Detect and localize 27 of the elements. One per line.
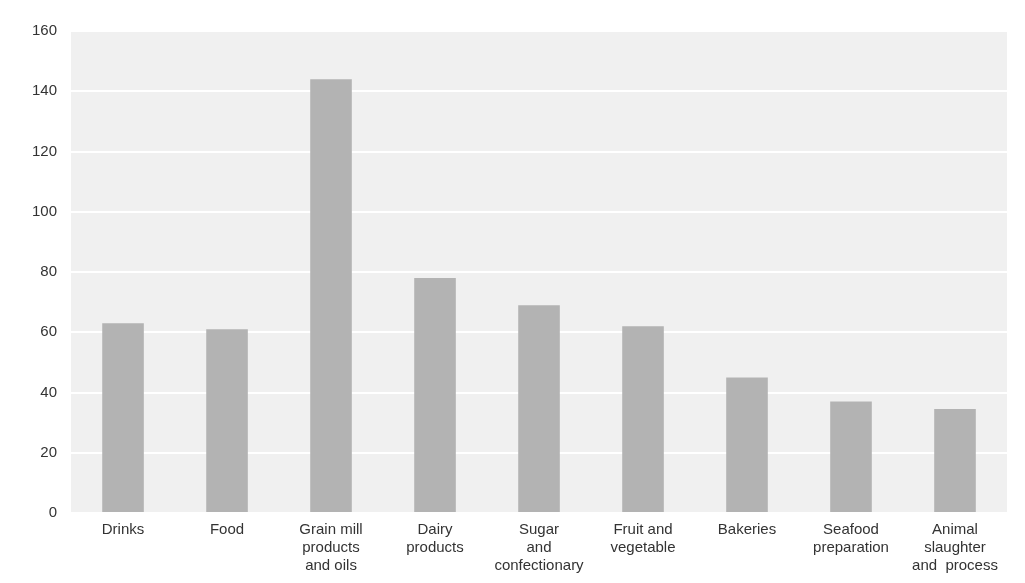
x-tick-label: Seafood preparation — [813, 520, 889, 556]
y-tick-label: 160 — [32, 21, 58, 39]
y-tick-label: 100 — [32, 201, 58, 219]
y-tick-label: 120 — [32, 141, 58, 159]
x-tick-label: Drinks — [101, 520, 145, 538]
y-tick-label: 20 — [40, 442, 58, 460]
bar — [206, 329, 248, 512]
bar — [622, 326, 664, 512]
x-tick-label: Food — [209, 520, 245, 538]
bar — [726, 377, 768, 512]
x-tick-label: Fruit and vegetable — [610, 520, 676, 556]
bar — [934, 409, 976, 512]
y-tick-label: 80 — [40, 262, 58, 280]
bar — [102, 323, 144, 512]
y-tick-label: 140 — [32, 81, 58, 99]
y-tick-label: 0 — [48, 503, 58, 521]
y-tick-label: 40 — [40, 382, 58, 400]
y-tick-label: 60 — [40, 322, 58, 340]
bar — [518, 305, 560, 512]
x-tick-label: Bakeries — [717, 520, 777, 538]
x-tick-label: Animal slaughter and process — [912, 520, 998, 574]
bar — [414, 278, 456, 512]
x-tick-label: Sugar and confectionary — [494, 520, 585, 574]
bar — [830, 401, 872, 512]
x-tick-label: Grain mill products and oils — [299, 520, 363, 574]
bar — [310, 79, 352, 512]
x-tick-label: Dairy products — [406, 520, 464, 556]
